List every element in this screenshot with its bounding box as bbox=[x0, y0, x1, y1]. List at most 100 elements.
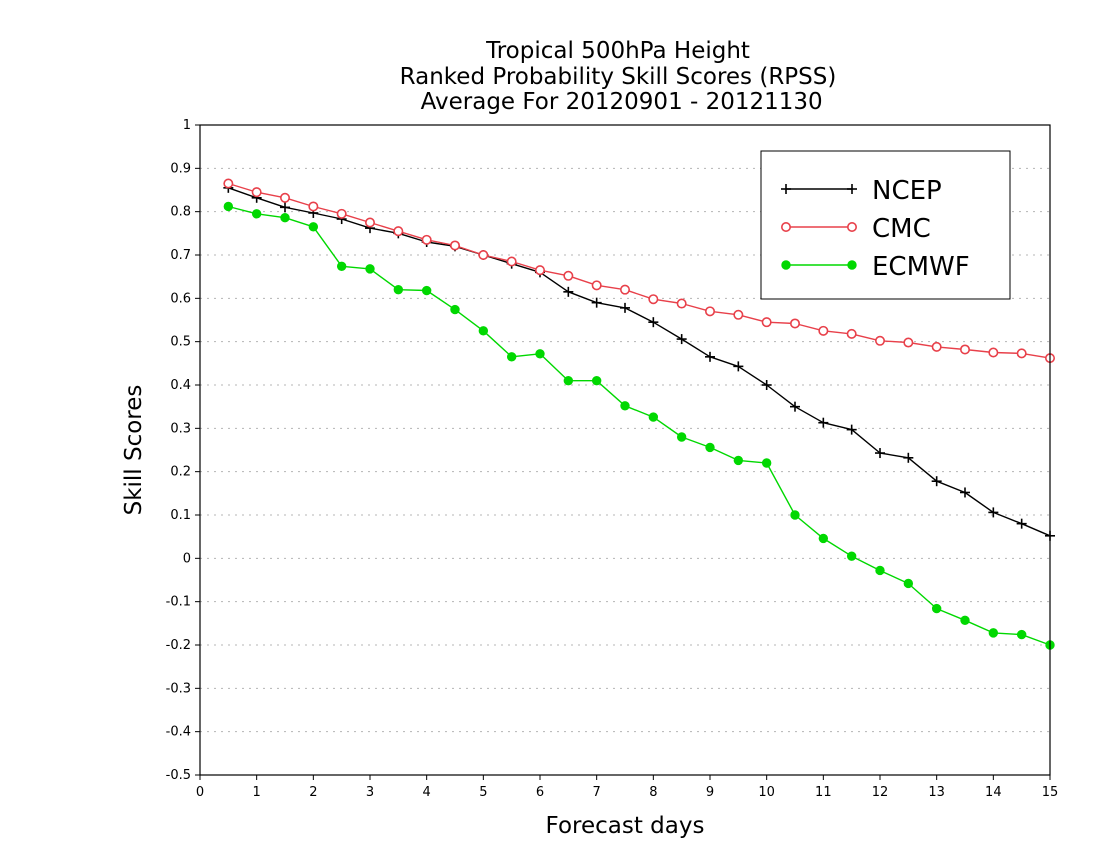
y-axis-title: Skill Scores bbox=[121, 385, 147, 516]
y-tick-label: 0.9 bbox=[170, 161, 191, 176]
y-tick-label: 0.7 bbox=[170, 248, 191, 263]
x-tick-label: 5 bbox=[479, 785, 487, 800]
data-point-ecmwf bbox=[365, 264, 375, 274]
data-point-cmc bbox=[931, 341, 942, 352]
data-point-ecmwf bbox=[676, 432, 687, 442]
x-tick-label: 11 bbox=[815, 785, 832, 800]
data-point-cmc bbox=[478, 250, 489, 261]
data-point-cmc bbox=[619, 284, 630, 295]
data-point-ncep bbox=[648, 317, 659, 328]
data-point-cmc bbox=[648, 294, 659, 305]
data-point-cmc bbox=[421, 234, 432, 245]
chart-title-line-2: Ranked Probability Skill Scores (RPSS) bbox=[400, 64, 837, 90]
data-point-cmc bbox=[223, 178, 234, 189]
data-point-ecmwf bbox=[903, 578, 914, 589]
legend-entry-ncep: NCEP bbox=[781, 176, 942, 206]
data-point-cmc bbox=[733, 309, 744, 320]
data-point-ecmwf bbox=[648, 412, 659, 422]
data-point-ecmwf bbox=[280, 213, 290, 223]
data-point-cmc bbox=[308, 201, 319, 212]
legend-marker-ncep bbox=[781, 184, 791, 194]
x-tick-label: 12 bbox=[872, 785, 889, 800]
plot-frame bbox=[199, 124, 1051, 776]
legend-marker-ncep bbox=[847, 184, 857, 194]
data-point-ncep bbox=[903, 452, 914, 463]
data-point-ncep bbox=[563, 286, 574, 297]
y-tick-label: 1 bbox=[183, 118, 191, 133]
y-axis: 1 0.9 0.8 0.7 0.6 0.5 0.4 0.3 0.2 0.1 0 -0.1 -0.2 -0.… bbox=[166, 118, 200, 783]
data-point-cmc bbox=[704, 306, 715, 317]
series-ecmwf bbox=[223, 201, 1055, 650]
x-tick-label: 8 bbox=[649, 785, 657, 800]
data-point-ecmwf bbox=[620, 401, 630, 411]
x-axis: 0 1 2 3 4 5 6 7 8 9 10 11 12 13 14 15 bbox=[196, 775, 1058, 800]
data-point-ecmwf bbox=[591, 375, 602, 386]
x-tick-label: 13 bbox=[928, 785, 945, 800]
data-point-ncep bbox=[591, 297, 602, 308]
data-point-cmc bbox=[676, 298, 687, 309]
data-point-ecmwf bbox=[478, 326, 489, 336]
legend-label-cmc: CMC bbox=[872, 214, 931, 244]
y-tick-label: 0.8 bbox=[170, 205, 191, 220]
data-point-ncep bbox=[818, 417, 829, 428]
y-tick-label: -0.3 bbox=[166, 681, 191, 696]
data-point-ncep bbox=[988, 507, 999, 518]
x-tick-label: 3 bbox=[366, 785, 374, 800]
x-tick-label: 15 bbox=[1042, 785, 1059, 800]
data-point-ncep bbox=[1016, 518, 1027, 529]
data-point-ncep bbox=[620, 302, 630, 313]
x-tick-label: 2 bbox=[309, 785, 317, 800]
data-series bbox=[223, 178, 1056, 650]
x-axis-title: Forecast days bbox=[546, 813, 705, 839]
data-point-cmc bbox=[364, 217, 375, 228]
x-tick-label: 6 bbox=[536, 785, 544, 800]
data-point-ncep bbox=[875, 448, 885, 459]
y-tick-label: -0.5 bbox=[166, 768, 191, 783]
y-tick-label: -0.1 bbox=[166, 595, 191, 610]
series-line-ecmwf bbox=[228, 205, 1051, 646]
data-point-ecmwf bbox=[931, 603, 942, 614]
data-point-cmc bbox=[449, 240, 460, 251]
data-point-cmc bbox=[1016, 348, 1027, 359]
legend-marker-ecmwf bbox=[781, 260, 791, 270]
x-tick-label: 9 bbox=[706, 785, 714, 800]
data-point-cmc bbox=[988, 347, 999, 358]
y-tick-label: 0.1 bbox=[170, 508, 191, 523]
y-tick-label: 0.2 bbox=[170, 465, 191, 480]
data-point-ecmwf bbox=[251, 209, 262, 219]
data-point-cmc bbox=[761, 317, 772, 328]
legend-marker-ecmwf bbox=[847, 260, 857, 270]
data-point-ecmwf bbox=[506, 352, 517, 362]
data-point-ncep bbox=[280, 202, 290, 213]
x-tick-label: 4 bbox=[423, 785, 431, 800]
y-tick-label: 0.6 bbox=[170, 291, 191, 306]
chart-title: Tropical 500hPa Height Ranked Probabilit… bbox=[400, 38, 837, 115]
data-point-ecmwf bbox=[563, 375, 574, 386]
data-point-cmc bbox=[818, 325, 829, 336]
data-point-cmc bbox=[903, 337, 914, 348]
data-point-ecmwf bbox=[450, 304, 460, 315]
data-point-ecmwf bbox=[818, 533, 829, 544]
legend-marker-cmc bbox=[780, 222, 791, 233]
series-cmc bbox=[223, 178, 1056, 364]
chart-title-line-3: Average For 20120901 - 20121130 bbox=[413, 89, 822, 115]
data-point-ecmwf bbox=[393, 284, 404, 295]
x-tick-label: 14 bbox=[985, 785, 1002, 800]
data-point-ncep bbox=[705, 351, 715, 362]
data-point-ecmwf bbox=[733, 455, 744, 466]
data-point-cmc bbox=[251, 187, 262, 198]
series-line-ncep bbox=[228, 187, 1051, 537]
data-point-ecmwf bbox=[761, 458, 772, 468]
data-point-ncep bbox=[733, 361, 744, 372]
y-tick-label: -0.2 bbox=[166, 638, 191, 653]
x-tick-label: 10 bbox=[758, 785, 775, 800]
x-tick-label: 0 bbox=[196, 785, 204, 800]
y-tick-label: 0 bbox=[183, 551, 191, 566]
data-point-cmc bbox=[591, 280, 602, 291]
data-point-cmc bbox=[393, 226, 404, 237]
y-tick-label: 0.5 bbox=[170, 335, 191, 350]
legend-entry-ecmwf: ECMWF bbox=[781, 252, 970, 282]
x-tick-label: 1 bbox=[253, 785, 261, 800]
data-point-ecmwf bbox=[535, 349, 545, 359]
